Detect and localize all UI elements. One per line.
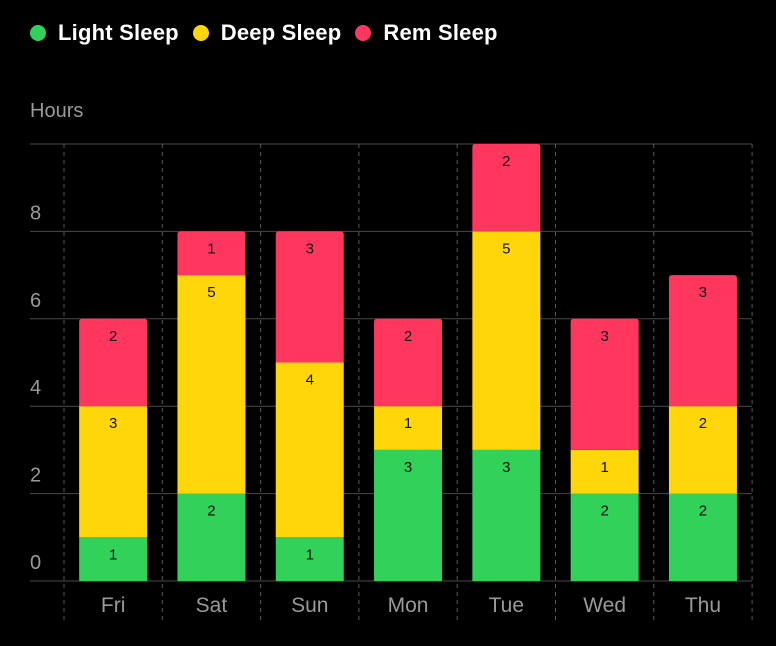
bar-segment-rem-sleep [177, 231, 246, 276]
x-tick-label: Sun [291, 594, 328, 617]
legend-swatch-rem-sleep [355, 25, 372, 41]
y-tick-label: 6 [30, 290, 41, 312]
bar-segment-light-sleep [275, 537, 344, 581]
bar-segment-deep-sleep [472, 231, 541, 450]
legend-label: Rem Sleep [383, 20, 498, 45]
bar-segment-rem-sleep [472, 144, 541, 232]
data-label: 5 [502, 240, 510, 257]
bar-segment-light-sleep [79, 537, 148, 581]
data-label: 1 [109, 546, 117, 563]
data-label: 2 [207, 503, 215, 520]
bar-segment-light-sleep [668, 493, 737, 581]
bar-segment-light-sleep [570, 493, 639, 581]
bar-segment-rem-sleep [374, 318, 443, 407]
bar-segment-deep-sleep [177, 275, 246, 494]
y-tick-label: 0 [30, 552, 41, 574]
y-tick-label: 8 [30, 202, 41, 224]
bar-segment-deep-sleep [570, 449, 639, 494]
data-label: 3 [699, 284, 707, 301]
bar-segment-rem-sleep [79, 318, 148, 407]
x-tick-label: Sat [196, 594, 228, 617]
bar-segment-rem-sleep [275, 231, 344, 363]
data-label: 4 [306, 372, 314, 389]
bar-segment-deep-sleep [374, 406, 443, 450]
legend-swatch-deep-sleep [192, 25, 209, 41]
x-tick-label: Wed [583, 594, 626, 617]
y-axis-title: Hours [30, 100, 84, 122]
x-tick-label: Fri [101, 594, 126, 617]
legend-label: Light Sleep [58, 20, 179, 45]
bar-segment-deep-sleep [79, 406, 148, 538]
bar-segment-light-sleep [177, 493, 246, 581]
bar-segment-rem-sleep [570, 318, 639, 450]
bar-segment-rem-sleep [668, 275, 737, 407]
legend-swatch-light-sleep [30, 25, 46, 41]
legend-item-deep-sleep: Deep Sleep [192, 20, 342, 46]
data-label: 2 [502, 153, 510, 170]
x-tick-label: Tue [489, 594, 524, 617]
x-tick-label: Mon [388, 594, 429, 617]
y-tick-label: 2 [30, 465, 41, 487]
data-label: 2 [109, 328, 117, 345]
data-label: 1 [404, 415, 412, 432]
data-label: 3 [404, 459, 412, 476]
bar-segment-light-sleep [374, 449, 443, 581]
legend-item-rem-sleep: Rem Sleep [355, 20, 497, 46]
legend-item-light-sleep: Light Sleep [30, 20, 179, 46]
data-label: 3 [502, 459, 510, 476]
data-label: 1 [207, 240, 215, 257]
legend-label: Deep Sleep [220, 20, 342, 45]
data-label: 2 [699, 415, 707, 432]
bar-segment-light-sleep [472, 449, 541, 581]
x-tick-label: Thu [685, 594, 721, 617]
data-label: 5 [207, 284, 215, 301]
bar-segment-deep-sleep [275, 362, 344, 538]
data-label: 1 [600, 459, 608, 476]
y-tick-label: 4 [30, 377, 41, 399]
data-label: 3 [306, 240, 314, 257]
data-label: 3 [109, 415, 117, 432]
bar-segment-deep-sleep [668, 406, 737, 494]
data-label: 1 [306, 546, 314, 563]
data-label: 2 [404, 328, 412, 345]
legend: Light Sleep Deep Sleep Rem Sleep [30, 20, 512, 46]
data-label: 3 [600, 328, 608, 345]
data-label: 2 [600, 503, 608, 520]
data-label: 2 [699, 503, 707, 520]
